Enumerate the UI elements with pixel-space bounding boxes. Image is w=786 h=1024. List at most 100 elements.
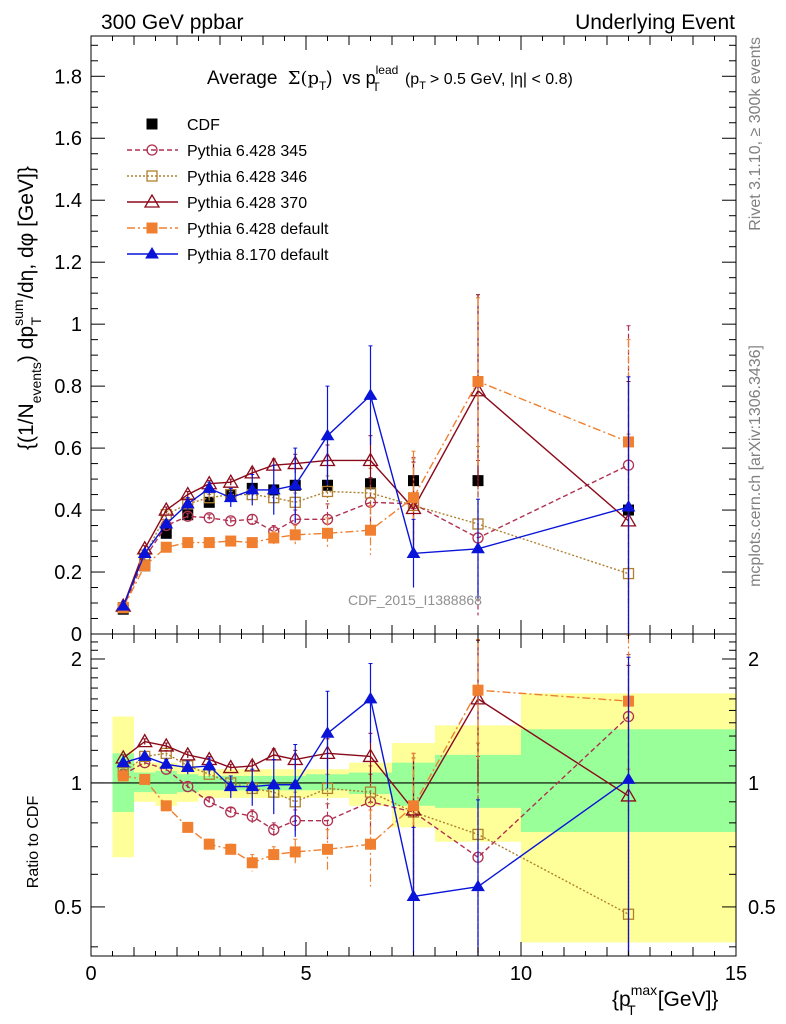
x-tick-label: 0 (85, 963, 96, 985)
main-y-tick-label: 1.2 (54, 252, 82, 274)
main-y-tick-label: 0.2 (54, 562, 82, 584)
ratio-point (408, 800, 419, 812)
ratio-point (268, 849, 280, 861)
legend-marker (143, 193, 161, 208)
main-line-pythia-6-428-default (122, 380, 629, 608)
header-left: 300 GeV ppbar (101, 11, 243, 34)
main-point (160, 541, 172, 553)
main-point (471, 541, 485, 554)
ylabel-sum: sum (10, 299, 26, 325)
main-plot: 00.20.40.60.811.21.41.61.8 Average Σ(pT)… (10, 35, 737, 646)
legend-entry-pythia-6-428-345: Pythia 6.428 345 (127, 143, 307, 160)
ylabel-events: events (28, 362, 44, 403)
main-y-tick-label: 0.4 (54, 500, 82, 522)
xlabel-T: T (627, 1002, 636, 1018)
title-lead-sup: lead (376, 63, 399, 77)
legend: CDF Pythia 6.428 345 Pythia 6.428 346 Pythi… (127, 117, 329, 264)
ratio-point (246, 810, 258, 822)
ratio-point (268, 824, 280, 836)
ratio-point (203, 796, 215, 808)
ratio-point (116, 755, 131, 768)
ratio-point (621, 772, 636, 784)
ratio-y-tick-label: 0.5 (54, 897, 82, 919)
title-sigma-sub: T (319, 79, 327, 93)
legend-label: Pythia 8.170 default (187, 247, 329, 264)
ratio-point (246, 857, 258, 869)
ratio-point (365, 838, 376, 850)
title-cut: (p (405, 71, 419, 88)
legend-label: Pythia 6.428 345 (187, 143, 307, 160)
legend-label: CDF (187, 117, 220, 134)
ratio-point (288, 777, 303, 790)
ratio-point (137, 749, 152, 761)
main-point (158, 501, 175, 516)
ratio-point (179, 746, 196, 761)
legend-marker (146, 144, 158, 156)
ratio-point (322, 843, 333, 855)
xlabel-max: max (631, 982, 657, 998)
ratio-point (471, 879, 485, 892)
header-right: Underlying Event (575, 11, 735, 34)
ratio-y-tick-labels: 0.5 0.5 1 1 2 2 (54, 649, 776, 919)
legend-marker (146, 118, 158, 130)
main-y-tick-label: 0.8 (54, 376, 82, 398)
main-point (159, 517, 174, 529)
ratio-point (158, 737, 175, 752)
x-tick-labels: 0 5 10 15 (85, 963, 747, 985)
analysis-watermark: CDF_2015_I1388868 (348, 592, 482, 608)
main-point (225, 515, 237, 527)
main-point (203, 537, 215, 549)
main-point (320, 428, 335, 441)
title-sigma-close: ) (326, 68, 332, 88)
ratio-point (222, 759, 239, 774)
main-point (405, 500, 422, 515)
main-point (365, 524, 376, 536)
legend-entry-pythia-6-428-370: Pythia 6.428 370 (127, 193, 307, 212)
main-point (182, 510, 194, 522)
main-point (137, 546, 152, 558)
ratio-point (225, 806, 237, 818)
legend-label: Pythia 6.428 346 (187, 169, 307, 186)
title-sigma: Σ(p (288, 68, 319, 89)
ratio-point (406, 889, 421, 901)
ratio-point (203, 838, 215, 850)
title-cut-sub: T (419, 80, 426, 92)
legend-marker (146, 222, 158, 234)
ratio-series-layer (115, 635, 637, 956)
main-point (321, 485, 334, 498)
ylabel-a: {(1/N (15, 403, 38, 450)
ratio-point (289, 846, 301, 858)
main-point (322, 527, 333, 539)
xlabel-b: [GeV]} (658, 988, 719, 1011)
ratio-point (225, 843, 237, 855)
legend-entry-pythia-6-428-default: Pythia 6.428 default (127, 221, 329, 238)
ratio-plot: 0.5 0.5 1 1 2 2 0 5 10 15 Ratio to CDF {pmax T [Ge… (25, 633, 776, 1018)
main-point (203, 512, 215, 524)
ylabel-b: ) dp (15, 326, 38, 362)
main-point (408, 492, 419, 504)
main-y-tick-label: 0.6 (54, 438, 82, 460)
main-point (364, 487, 377, 499)
x-tick-label: 10 (510, 963, 532, 985)
legend-entry-pythia-6-428-346: Pythia 6.428 346 (127, 169, 307, 186)
ratio-line-pythia-6-428-346 (122, 752, 629, 915)
main-series-pythia-8-170-default (116, 345, 636, 634)
ratio-line-pythia-6-428-370 (122, 697, 629, 812)
ratio-point (472, 684, 484, 696)
legend-entry-pythia-8-170-default: Pythia 8.170 default (127, 247, 329, 264)
mcplots-note: mcplots.cern.ch [arXiv:1306.3436] (747, 345, 764, 587)
main-y-tick-label: 1 (71, 314, 82, 336)
x-axis-label: {pmax T [GeV]} (612, 982, 718, 1018)
ratio-point (160, 800, 172, 812)
ratio-axis-ticks (90, 634, 737, 956)
ratio-point (245, 779, 260, 792)
title-lead-sub: T (372, 80, 380, 94)
main-y-tick-label: 0 (71, 624, 82, 646)
main-point (362, 452, 379, 467)
legend-label: Pythia 6.428 default (187, 221, 329, 238)
main-point (225, 535, 237, 547)
main-point (182, 537, 194, 549)
ratio-point (180, 760, 195, 773)
legend-label: Pythia 6.428 370 (187, 195, 307, 212)
legend-marker (146, 170, 158, 182)
